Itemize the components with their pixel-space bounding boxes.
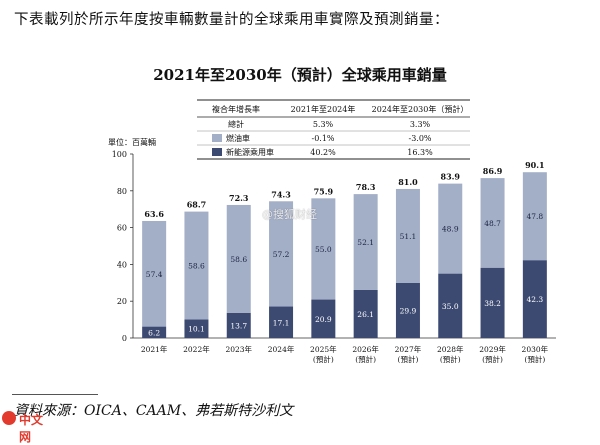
legend-swatch-ice bbox=[212, 134, 222, 142]
data-label-total: 75.9 bbox=[314, 186, 334, 196]
y-tick-label: 0 bbox=[122, 334, 127, 343]
data-label-nev: 29.9 bbox=[400, 306, 417, 315]
x-tick-label: 2024年 bbox=[268, 344, 295, 354]
x-tick-label: (預計) bbox=[482, 354, 503, 364]
bar-segment-nev bbox=[522, 260, 547, 338]
data-label-ice: 55.0 bbox=[315, 245, 332, 254]
y-axis-unit-label: 單位：百萬輛 bbox=[108, 137, 156, 147]
y-tick-label: 20 bbox=[117, 297, 127, 306]
bar-segment-ice bbox=[522, 172, 547, 261]
data-label-total: 74.3 bbox=[271, 189, 291, 199]
legend-swatch-nev bbox=[212, 148, 222, 156]
x-tick-label: 2026年 bbox=[352, 344, 379, 354]
x-tick-label: 2030年 bbox=[522, 344, 549, 354]
bar-segment-ice bbox=[480, 178, 505, 268]
x-tick-label: (預計) bbox=[524, 354, 545, 364]
y-tick-label: 100 bbox=[112, 150, 127, 159]
data-label-nev: 6.2 bbox=[148, 328, 160, 337]
bar-segment-nev bbox=[142, 326, 167, 338]
bar-segment-ice bbox=[269, 201, 294, 307]
bar-segment-nev bbox=[480, 267, 505, 338]
watermark-logo-text: 中文网 bbox=[19, 413, 44, 444]
data-label-total: 81.0 bbox=[398, 177, 418, 187]
table-row-total-cagr2: 3.3% bbox=[410, 120, 431, 129]
data-label-ice: 51.1 bbox=[400, 232, 417, 241]
bar-segment-nev bbox=[269, 306, 294, 338]
x-tick-label: (預計) bbox=[398, 354, 419, 364]
y-tick-label: 80 bbox=[117, 187, 127, 196]
table-header-2024-2030: 2024年至2030年（預計） bbox=[372, 104, 469, 114]
x-tick-label: (預計) bbox=[313, 354, 334, 364]
bar-segment-ice bbox=[438, 183, 463, 274]
data-label-total: 83.9 bbox=[441, 172, 461, 182]
bar-segment-ice bbox=[395, 188, 420, 283]
bars: 6.2 57.4 63.6 2021年 10.1 58.6 68.7 2022年 13.7 58.… bbox=[141, 160, 549, 364]
source-rule bbox=[12, 394, 98, 395]
data-label-ice: 48.7 bbox=[484, 219, 501, 228]
table-header-label: 複合年增長率 bbox=[212, 104, 260, 114]
y-tick-label: 40 bbox=[117, 260, 127, 269]
table-row-ice-cagr2: -3.0% bbox=[408, 134, 431, 143]
table-row-total-label: 總計 bbox=[228, 119, 244, 129]
bar-segment-ice bbox=[353, 194, 378, 290]
data-label-ice: 48.9 bbox=[442, 225, 459, 234]
chart-title: 2021年至2030年（預計）全球乘用車銷量 bbox=[153, 66, 447, 84]
bar-segment-nev bbox=[438, 273, 463, 338]
stacked-bar-chart: 複合年增長率 2021年至2024年 2024年至2030年（預計） 總計 5.… bbox=[108, 99, 556, 364]
bar-segment-ice bbox=[142, 220, 167, 327]
bar-segment-ice bbox=[311, 198, 336, 300]
bar-segment-ice bbox=[184, 211, 209, 320]
cagr-table: 複合年增長率 2021年至2024年 2024年至2030年（預計） 總計 5.… bbox=[197, 99, 470, 160]
x-tick-label: 2021年 bbox=[141, 344, 168, 354]
data-label-nev: 26.1 bbox=[357, 310, 374, 319]
table-row-ice-cagr1: -0.1% bbox=[311, 134, 334, 143]
x-tick-label: 2023年 bbox=[225, 344, 252, 354]
x-tick-label: 2022年 bbox=[183, 344, 210, 354]
data-label-nev: 42.3 bbox=[526, 295, 543, 304]
x-tick-label: (預計) bbox=[355, 354, 376, 364]
x-tick-label: 2027年 bbox=[395, 344, 422, 354]
data-label-ice: 47.8 bbox=[526, 212, 543, 221]
data-label-total: 86.9 bbox=[483, 166, 503, 176]
y-tick-label: 60 bbox=[117, 224, 127, 233]
bar-segment-nev bbox=[395, 282, 420, 338]
x-tick-label: 2025年 bbox=[310, 344, 337, 354]
data-label-nev: 38.2 bbox=[484, 299, 501, 308]
bar-segment-ice bbox=[226, 204, 251, 313]
data-label-ice: 57.4 bbox=[146, 270, 163, 279]
watermark-center: @搜狐财经 bbox=[262, 208, 317, 221]
bar-segment-nev bbox=[184, 319, 209, 338]
table-row-nev-cagr2: 16.3% bbox=[407, 148, 433, 157]
data-label-nev: 10.1 bbox=[188, 325, 205, 334]
data-label-total: 68.7 bbox=[187, 200, 206, 210]
bar-segment-nev bbox=[226, 312, 251, 338]
x-tick-label: 2029年 bbox=[479, 344, 506, 354]
bar-segment-nev bbox=[311, 299, 336, 338]
table-row-total-cagr1: 5.3% bbox=[313, 120, 334, 129]
data-label-nev: 35.0 bbox=[442, 302, 459, 311]
table-header-2021-2024: 2021年至2024年 bbox=[291, 104, 356, 114]
data-label-ice: 52.1 bbox=[357, 238, 374, 247]
data-label-ice: 58.6 bbox=[188, 262, 205, 271]
table-row-nev-cagr1: 40.2% bbox=[310, 148, 336, 157]
table-row-nev-label: 新能源乘用車 bbox=[226, 147, 274, 157]
data-label-ice: 57.2 bbox=[273, 250, 290, 259]
data-label-total: 63.6 bbox=[144, 209, 164, 219]
php-logo-icon bbox=[2, 411, 16, 425]
table-row-ice-label: 燃油車 bbox=[226, 133, 250, 143]
data-label-total: 78.3 bbox=[356, 182, 376, 192]
source-text: 資料來源：OICA、CAAM、弗若斯特沙利文 bbox=[14, 403, 294, 419]
data-label-ice: 58.6 bbox=[230, 255, 247, 264]
data-label-nev: 13.7 bbox=[230, 321, 247, 330]
data-label-total: 90.1 bbox=[525, 160, 544, 170]
data-label-total: 72.3 bbox=[229, 193, 249, 203]
x-tick-label: 2028年 bbox=[437, 344, 464, 354]
x-tick-label: (預計) bbox=[440, 354, 461, 364]
intro-text: 下表載列於所示年度按車輛數量計的全球乘用車實際及預測銷量： bbox=[14, 12, 449, 28]
data-label-nev: 20.9 bbox=[315, 315, 332, 324]
watermark-logo: 中文网 bbox=[2, 408, 54, 444]
data-label-nev: 17.1 bbox=[273, 318, 290, 327]
bar-segment-nev bbox=[353, 289, 378, 338]
